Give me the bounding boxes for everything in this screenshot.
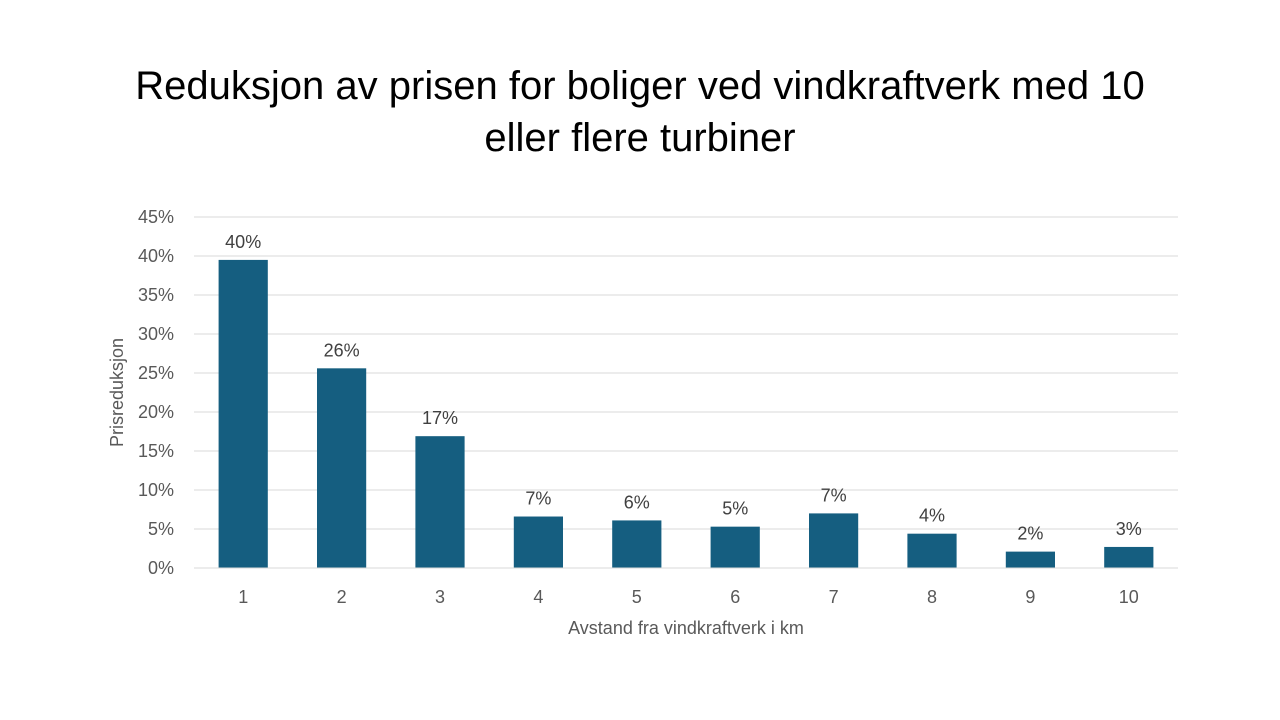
bar (317, 368, 367, 568)
x-tick-label: 9 (1025, 587, 1035, 607)
chart-title-line-2: eller flere turbiner (484, 116, 796, 160)
x-tick-label: 4 (533, 587, 543, 607)
x-tick-label: 3 (435, 587, 445, 607)
chart-title-line-1: Reduksjon av prisen for boliger ved vind… (135, 64, 1145, 108)
bar (513, 516, 563, 568)
y-tick-label: 25% (138, 363, 174, 383)
data-label: 6% (624, 492, 650, 512)
y-tick-label: 10% (138, 480, 174, 500)
data-label: 7% (525, 489, 551, 509)
bar (612, 520, 662, 568)
data-labels: 40% 26% 17% 7% 6% 5% 7% 4% 2% 3% (225, 232, 1142, 544)
bar (809, 513, 859, 568)
y-tick-label: 45% (138, 207, 174, 227)
bar (1104, 546, 1154, 568)
data-label: 40% (225, 232, 261, 252)
x-axis-title: Avstand fra vindkraftverk i km (568, 618, 804, 638)
y-tick-label: 30% (138, 324, 174, 344)
y-tick-label: 35% (138, 285, 174, 305)
bar (710, 526, 760, 568)
data-label: 7% (821, 485, 847, 505)
chart-title: Reduksjon av prisen for boliger ved vind… (0, 60, 1280, 164)
x-tick-label: 1 (238, 587, 248, 607)
data-label: 3% (1116, 519, 1142, 539)
x-tick-label: 7 (829, 587, 839, 607)
data-label: 17% (422, 408, 458, 428)
y-axis-tick-labels: 0% 5% 10% 15% 20% 25% 30% 35% 40% 45% (138, 207, 174, 578)
y-tick-label: 15% (138, 441, 174, 461)
bar (907, 533, 957, 568)
y-tick-label: 20% (138, 402, 174, 422)
x-tick-label: 10 (1119, 587, 1139, 607)
data-label: 4% (919, 506, 945, 526)
data-label: 26% (324, 340, 360, 360)
x-tick-label: 2 (337, 587, 347, 607)
y-tick-label: 5% (148, 519, 174, 539)
y-tick-label: 40% (138, 246, 174, 266)
x-tick-label: 5 (632, 587, 642, 607)
bar (218, 259, 268, 568)
data-label: 5% (722, 499, 748, 519)
data-label: 2% (1017, 524, 1043, 544)
bars (218, 259, 1154, 568)
x-tick-label: 6 (730, 587, 740, 607)
x-tick-label: 8 (927, 587, 937, 607)
y-tick-label: 0% (148, 558, 174, 578)
x-axis-tick-labels: 1 2 3 4 5 6 7 8 9 10 (238, 587, 1139, 607)
bar (415, 436, 465, 568)
y-axis-title: Prisreduksjon (107, 338, 127, 447)
bar (1005, 551, 1055, 568)
